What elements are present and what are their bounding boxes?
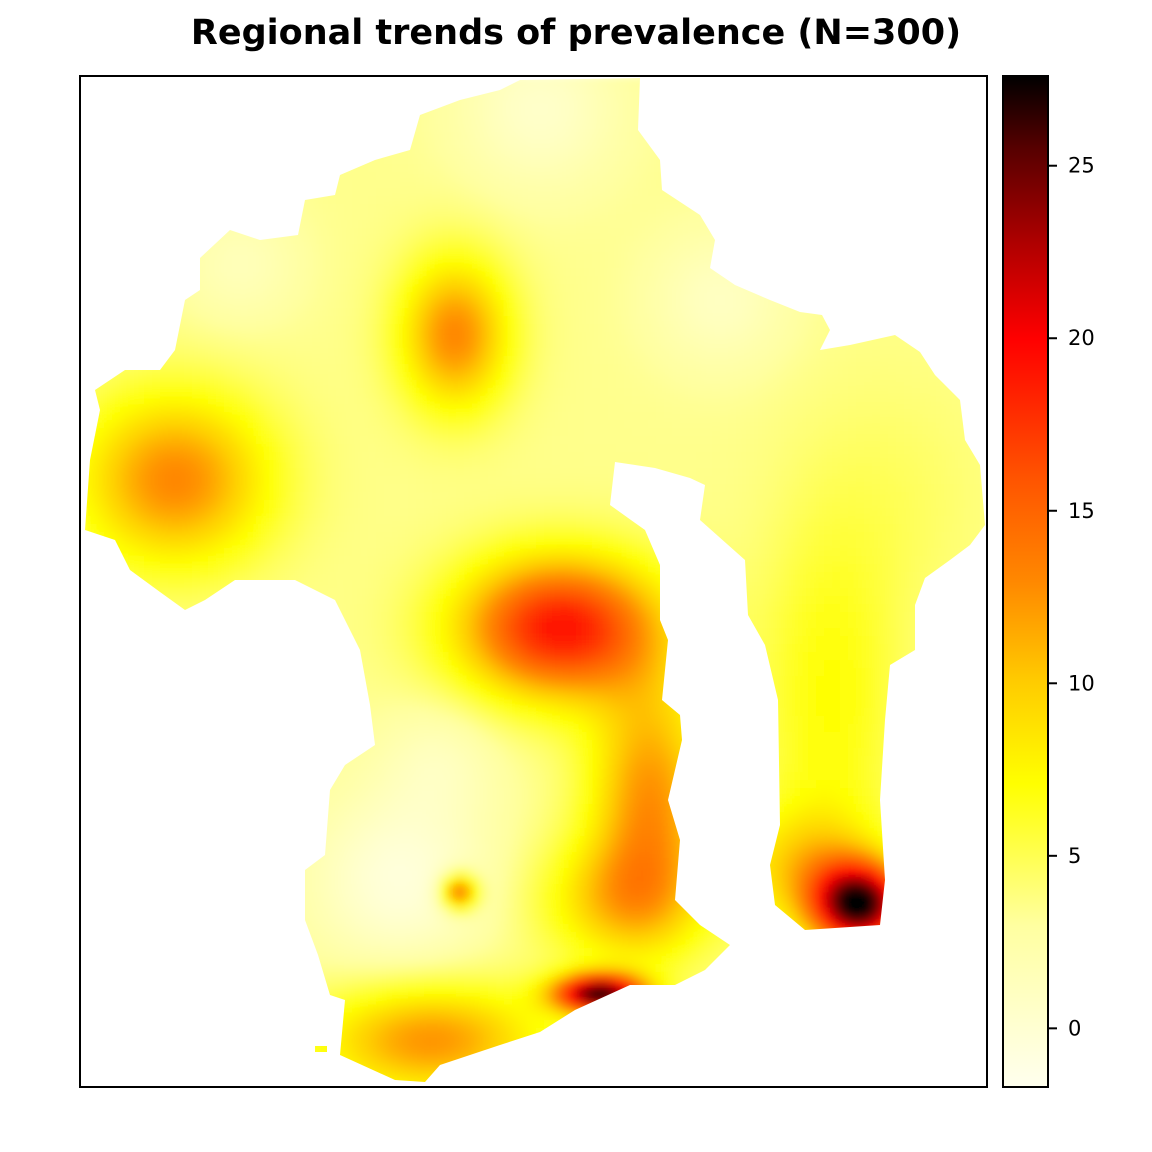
colorbar-tick-label: 20 (1068, 326, 1095, 350)
map-frame (79, 75, 988, 1088)
heat-cells (85, 78, 985, 1082)
heat-surface (85, 78, 985, 1082)
colorbar-gradient (1003, 76, 1048, 1087)
colorbar-tick-label: 25 (1068, 154, 1095, 178)
colorbar-tick-label: 10 (1068, 671, 1095, 695)
colorbar-frame (1002, 75, 1049, 1088)
colorbar-tick-label: 15 (1068, 499, 1095, 523)
chart-title: Regional trends of prevalence (N=300) (191, 13, 961, 53)
colorbar: 0 5 10 15 20 25 (1002, 75, 1095, 1088)
colorbar-tick-label: 5 (1068, 844, 1081, 868)
colorbar-ticks: 0 5 10 15 20 25 (1048, 154, 1095, 1040)
colorbar-tick-label: 0 (1068, 1016, 1081, 1040)
